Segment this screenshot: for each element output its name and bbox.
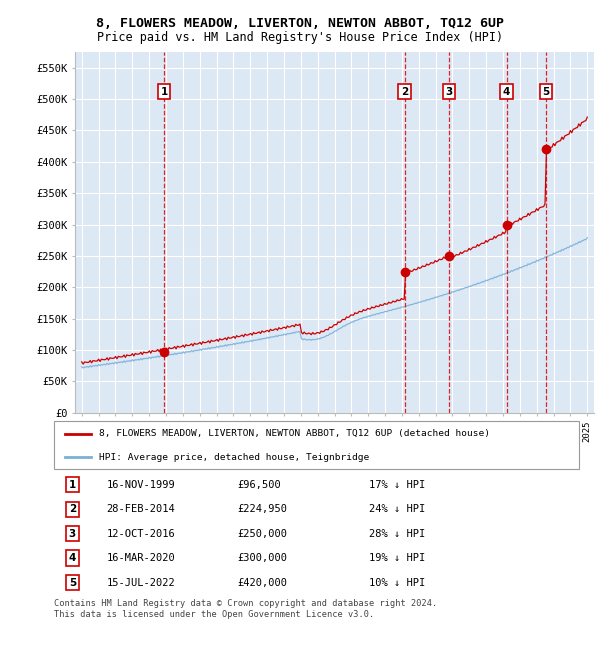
Text: 3: 3	[445, 86, 452, 97]
Text: 16-NOV-1999: 16-NOV-1999	[107, 480, 175, 489]
Text: 5: 5	[69, 578, 76, 588]
FancyBboxPatch shape	[54, 421, 579, 469]
Text: 10% ↓ HPI: 10% ↓ HPI	[369, 578, 425, 588]
Text: HPI: Average price, detached house, Teignbridge: HPI: Average price, detached house, Teig…	[98, 452, 369, 462]
Text: £250,000: £250,000	[238, 528, 288, 539]
Text: 28% ↓ HPI: 28% ↓ HPI	[369, 528, 425, 539]
Text: £224,950: £224,950	[238, 504, 288, 514]
Text: 5: 5	[542, 86, 550, 97]
Text: Price paid vs. HM Land Registry's House Price Index (HPI): Price paid vs. HM Land Registry's House …	[97, 31, 503, 44]
Text: 1: 1	[69, 480, 76, 489]
Text: 1: 1	[160, 86, 167, 97]
Text: 24% ↓ HPI: 24% ↓ HPI	[369, 504, 425, 514]
Text: 12-OCT-2016: 12-OCT-2016	[107, 528, 175, 539]
Text: 4: 4	[503, 86, 510, 97]
Text: 2: 2	[401, 86, 408, 97]
Text: Contains HM Land Registry data © Crown copyright and database right 2024.
This d: Contains HM Land Registry data © Crown c…	[54, 599, 437, 619]
Text: £96,500: £96,500	[238, 480, 281, 489]
Text: 17% ↓ HPI: 17% ↓ HPI	[369, 480, 425, 489]
Text: 19% ↓ HPI: 19% ↓ HPI	[369, 553, 425, 563]
Text: 16-MAR-2020: 16-MAR-2020	[107, 553, 175, 563]
Text: 15-JUL-2022: 15-JUL-2022	[107, 578, 175, 588]
Text: 8, FLOWERS MEADOW, LIVERTON, NEWTON ABBOT, TQ12 6UP: 8, FLOWERS MEADOW, LIVERTON, NEWTON ABBO…	[96, 17, 504, 30]
Text: 8, FLOWERS MEADOW, LIVERTON, NEWTON ABBOT, TQ12 6UP (detached house): 8, FLOWERS MEADOW, LIVERTON, NEWTON ABBO…	[98, 429, 490, 438]
Text: 28-FEB-2014: 28-FEB-2014	[107, 504, 175, 514]
Text: 3: 3	[69, 528, 76, 539]
Text: £420,000: £420,000	[238, 578, 288, 588]
Text: 4: 4	[68, 553, 76, 563]
Text: 2: 2	[69, 504, 76, 514]
Text: £300,000: £300,000	[238, 553, 288, 563]
